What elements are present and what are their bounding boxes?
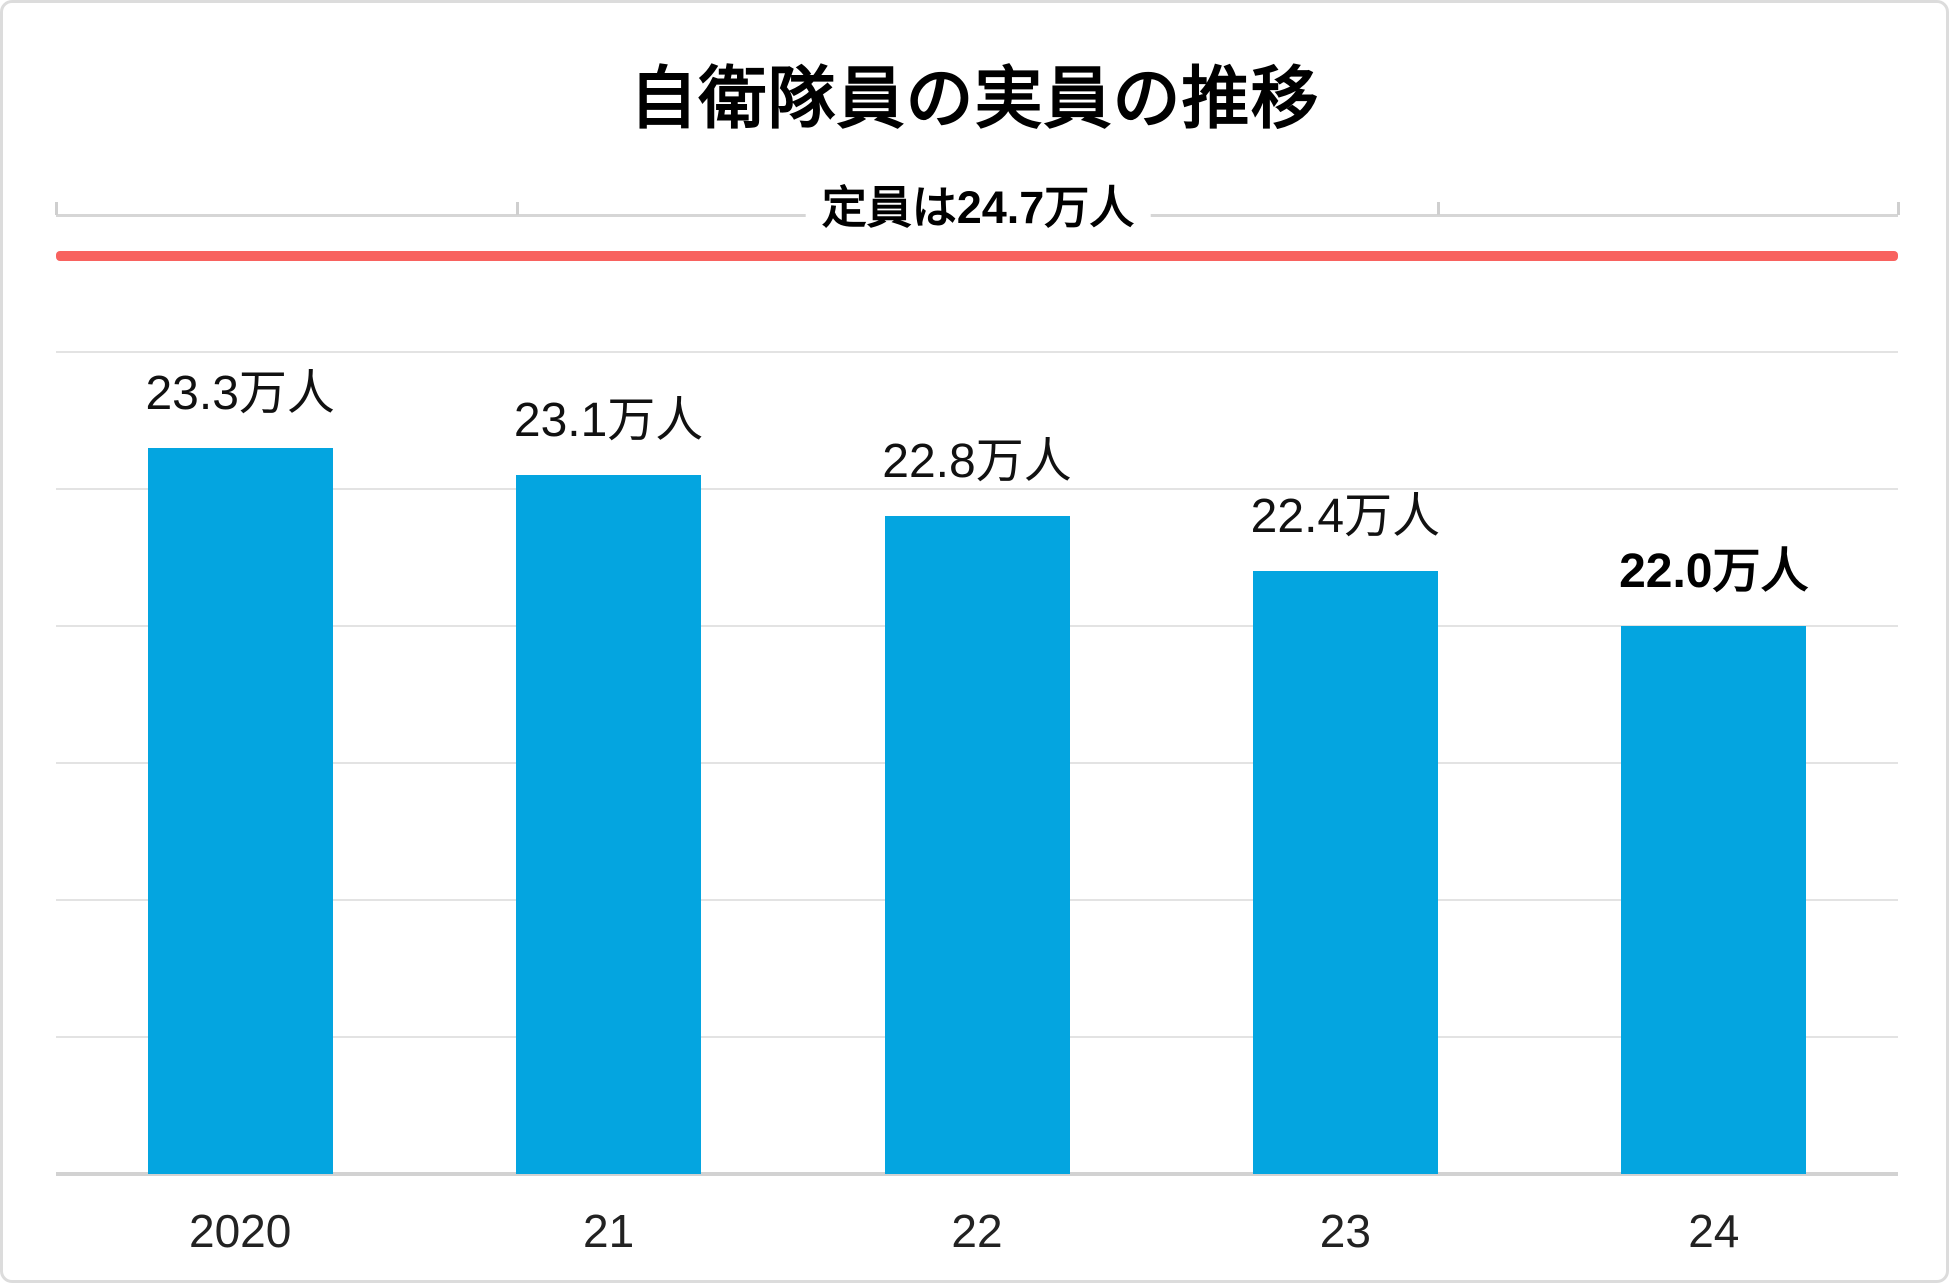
bar-value-label: 22.8万人	[882, 435, 1072, 489]
x-axis-label-22: 22	[951, 1205, 1003, 1257]
chart-title: 自衛隊員の実員の推移	[629, 61, 1320, 137]
x-axis-label-21: 21	[583, 1205, 635, 1257]
reference-line	[56, 251, 1898, 262]
x-axis-line	[56, 1172, 1898, 1176]
bar-23	[1252, 571, 1438, 1174]
bar-value-label: 22.4万人	[1250, 490, 1441, 544]
x-axis-label-24: 24	[1688, 1205, 1740, 1257]
gridline	[56, 351, 1898, 353]
axis-tick-mark	[1436, 202, 1440, 215]
bar-22	[884, 516, 1070, 1174]
reference-line-label: 定員は24.7万人	[805, 184, 1151, 232]
bar-value-label: 23.1万人	[513, 394, 704, 448]
axis-tick-mark	[515, 202, 519, 215]
bar-21	[516, 475, 702, 1174]
bar-value-label: 22.0万人	[1619, 545, 1809, 598]
axis-tick-mark	[55, 202, 58, 215]
bar-24	[1621, 626, 1807, 1174]
x-axis-label-2020: 2020	[189, 1205, 292, 1257]
bar-value-label: 23.3万人	[145, 366, 335, 420]
plot-area: 23.3万人 23.1万人 22.8万人 22.4万人 22.0万人 2020 21 22 2…	[3, 3, 1946, 1280]
gridline	[56, 488, 1898, 490]
x-axis-label-23: 23	[1319, 1205, 1371, 1257]
axis-tick-mark	[1897, 202, 1900, 215]
bar-2020	[147, 447, 333, 1174]
